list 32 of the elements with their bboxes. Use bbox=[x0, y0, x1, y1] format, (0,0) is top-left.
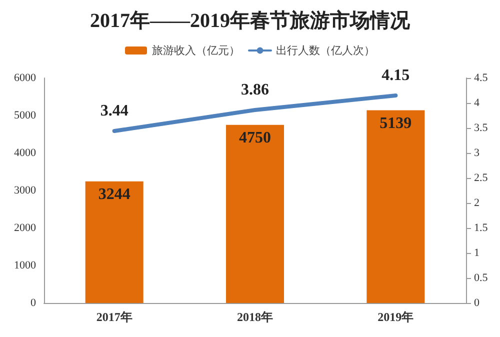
bar bbox=[226, 124, 284, 303]
x-tick-label: 2018年 bbox=[237, 310, 273, 324]
y-tick-label: 0 bbox=[30, 297, 36, 309]
y2-tick-label: 4 bbox=[474, 97, 480, 109]
y-tick-label: 3000 bbox=[14, 184, 36, 196]
y2-tick-label: 1 bbox=[474, 247, 480, 259]
x-tick-label: 2017年 bbox=[96, 310, 132, 324]
y2-tick-label: 1.5 bbox=[474, 222, 488, 234]
legend-label: 出行人数（亿人次） bbox=[276, 44, 375, 57]
data-label: 3.86 bbox=[241, 82, 269, 98]
data-label: 4750 bbox=[239, 129, 271, 146]
bar bbox=[85, 181, 144, 303]
y2-tick-label: 3.5 bbox=[474, 122, 488, 134]
y2-tick-label: 2.5 bbox=[474, 172, 488, 184]
x-tick-label: 2019年 bbox=[378, 310, 414, 324]
y-tick-label: 6000 bbox=[14, 72, 36, 84]
y2-tick-label: 2 bbox=[474, 197, 480, 209]
data-label: 4.15 bbox=[382, 67, 410, 84]
y2-tick-label: 4.5 bbox=[474, 72, 488, 84]
legend-label: 旅游收入（亿元） bbox=[152, 44, 240, 57]
y2-tick-label: 0 bbox=[474, 297, 480, 309]
bar bbox=[366, 110, 425, 303]
data-label: 5139 bbox=[380, 114, 412, 132]
data-label: 3.44 bbox=[100, 102, 128, 120]
y-tick-label: 2000 bbox=[14, 222, 36, 234]
y-tick-label: 4000 bbox=[14, 147, 36, 159]
data-label: 3244 bbox=[98, 186, 130, 203]
chart-title: 2017年——2019年春节旅游市场情况 bbox=[90, 9, 411, 32]
y2-tick-label: 3 bbox=[474, 147, 480, 159]
y2-tick-label: 0.5 bbox=[474, 272, 488, 284]
y-tick-label: 1000 bbox=[14, 260, 36, 272]
y-tick-label: 5000 bbox=[14, 110, 36, 122]
